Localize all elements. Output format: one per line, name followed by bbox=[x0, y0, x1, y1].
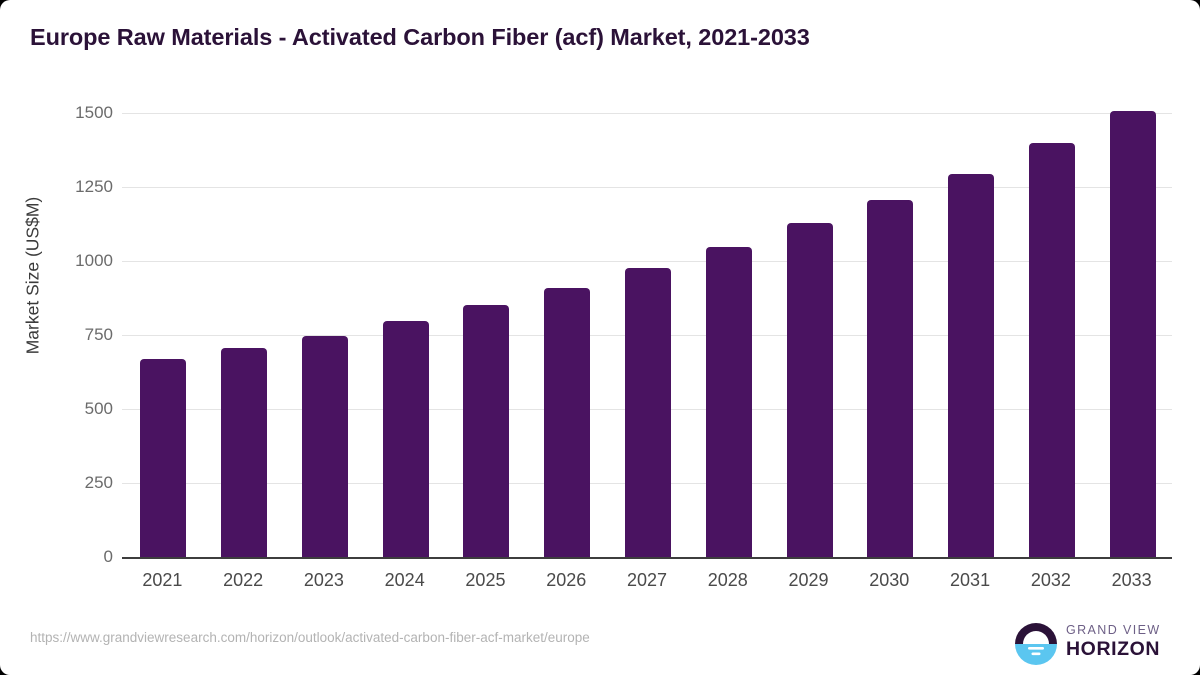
y-axis-title: Market Size (US$M) bbox=[22, 196, 43, 355]
x-axis-tick-label: 2024 bbox=[384, 570, 425, 590]
x-axis-tick-label: 2026 bbox=[546, 570, 587, 590]
x-axis-tick-label: 2027 bbox=[626, 570, 668, 590]
x-axis-tick-label: 2023 bbox=[303, 570, 344, 590]
x-axis-tick-label: 2032 bbox=[1030, 570, 1071, 590]
y-axis-tick-label: 1250 bbox=[75, 177, 113, 196]
brand-logo[interactable]: GRAND VIEW HORIZON bbox=[1014, 620, 1174, 666]
brand-logo-text: GRAND VIEW HORIZON bbox=[1066, 624, 1161, 659]
bar[interactable] bbox=[140, 358, 187, 557]
bar[interactable] bbox=[382, 321, 429, 557]
x-axis-tick-label: 2031 bbox=[950, 570, 991, 590]
x-axis-tick-label: 2029 bbox=[788, 570, 829, 590]
bar[interactable] bbox=[625, 267, 671, 557]
gridline bbox=[122, 113, 1172, 114]
bar[interactable] bbox=[867, 200, 914, 557]
bar[interactable] bbox=[463, 305, 510, 557]
plot-area bbox=[122, 110, 1172, 557]
y-axis-tick-label: 500 bbox=[84, 399, 113, 418]
x-axis-tick-label: 2021 bbox=[142, 570, 183, 590]
bar[interactable] bbox=[786, 223, 833, 557]
bar[interactable] bbox=[948, 173, 995, 557]
y-axis-tick-labels: 0 250 500 750 1000 1250 1500 bbox=[0, 0, 113, 675]
bar[interactable] bbox=[1109, 110, 1156, 557]
y-axis-tick-label: 1500 bbox=[75, 103, 113, 122]
x-axis-tick-label: 2022 bbox=[223, 570, 264, 590]
y-axis-tick-label: 250 bbox=[84, 473, 113, 492]
x-axis-tick-label: 2028 bbox=[707, 570, 748, 590]
x-axis-tick-label: 2025 bbox=[465, 570, 506, 590]
page-title: Europe Raw Materials - Activated Carbon … bbox=[30, 24, 810, 50]
bar[interactable] bbox=[1028, 142, 1075, 557]
brand-name-line2: HORIZON bbox=[1066, 637, 1161, 660]
bar[interactable] bbox=[301, 336, 348, 557]
bar[interactable] bbox=[705, 246, 752, 557]
gridline bbox=[122, 261, 1172, 262]
bar[interactable] bbox=[221, 348, 268, 557]
brand-name-line1: GRAND VIEW bbox=[1066, 623, 1161, 637]
x-axis-line bbox=[122, 557, 1172, 559]
y-axis-tick-label: 0 bbox=[103, 547, 113, 566]
gridline bbox=[122, 187, 1172, 188]
x-axis-tick-labels: 2021 2022 2023 2024 2025 2026 2027 2028 2029 2030… bbox=[122, 570, 1172, 600]
source-url[interactable]: https://www.grandviewresearch.com/horizo… bbox=[30, 630, 590, 645]
x-axis-tick-label: 2033 bbox=[1111, 570, 1152, 590]
y-axis-tick-label: 750 bbox=[84, 325, 113, 344]
bar[interactable] bbox=[544, 287, 591, 557]
x-axis-tick-label: 2030 bbox=[869, 570, 910, 590]
horizon-sun-circle-icon bbox=[1015, 623, 1057, 665]
y-axis-tick-label: 1000 bbox=[75, 251, 113, 270]
